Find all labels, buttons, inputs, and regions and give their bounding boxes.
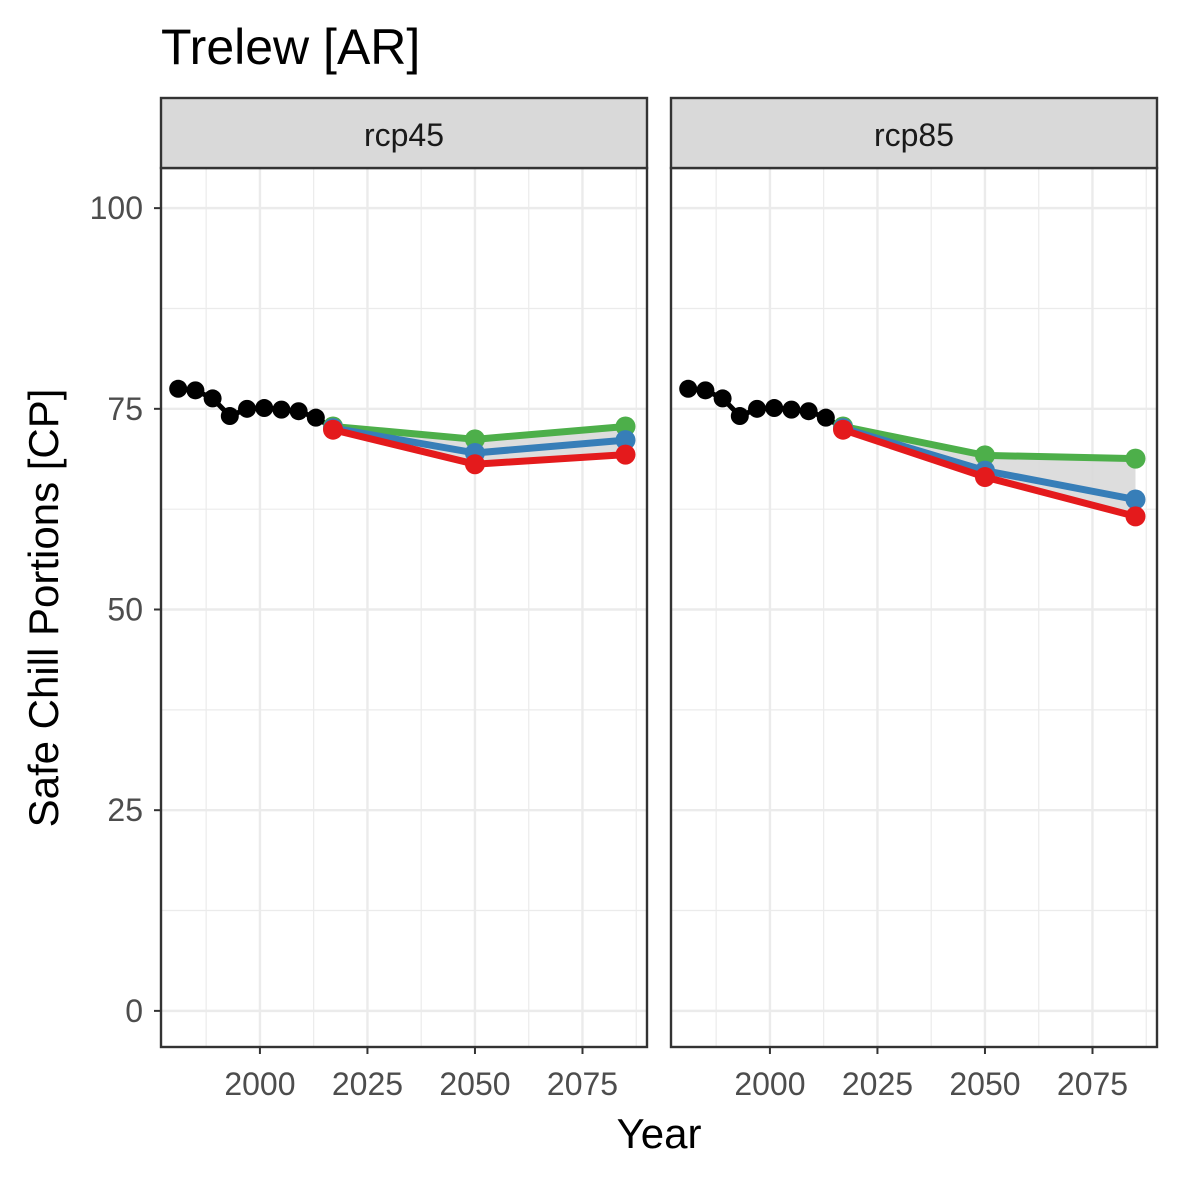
y-tick-label: 0	[125, 993, 143, 1029]
historic-point	[203, 389, 222, 408]
future-point-low	[615, 444, 636, 465]
future-point-low	[974, 467, 995, 488]
y-tick-label: 75	[107, 391, 143, 427]
chart-title: Trelew [AR]	[161, 19, 420, 75]
historic-point	[186, 381, 205, 400]
future-point-low	[323, 419, 344, 440]
facet-strip-label: rcp45	[364, 117, 444, 153]
future-point-high	[974, 445, 995, 466]
facet-panels: rcp45 2000 2025 2050 2075 rcp85 2000 2025 2050 20…	[159, 96, 1159, 1102]
historic-point	[730, 407, 749, 426]
future-point-mid	[1125, 489, 1146, 510]
historic-point	[696, 381, 715, 400]
x-tick-label: 2000	[734, 1066, 805, 1102]
panel-rcp85: rcp85 2000 2025 2050 2075	[669, 96, 1159, 1102]
historic-point	[220, 407, 239, 426]
x-tick-label: 2050	[439, 1066, 510, 1102]
historic-point	[169, 379, 188, 398]
future-point-low	[1125, 506, 1146, 527]
x-tick-label: 2075	[547, 1066, 618, 1102]
historic-point	[765, 399, 784, 418]
x-axis-title: Year	[617, 1110, 702, 1157]
panel-rcp45: rcp45 2000 2025 2050 2075	[159, 96, 649, 1102]
y-tick-label: 50	[107, 592, 143, 628]
historic-point	[289, 402, 308, 421]
historic-point	[748, 399, 767, 418]
historic-point	[679, 379, 698, 398]
y-axis-title: Safe Chill Portions [CP]	[20, 389, 67, 828]
historic-point	[782, 400, 801, 419]
historic-point	[816, 408, 835, 427]
historic-point	[799, 402, 818, 421]
x-tick-label: 2075	[1057, 1066, 1128, 1102]
future-point-mid	[615, 430, 636, 451]
facet-strip	[669, 96, 1159, 170]
panel-background	[671, 168, 1157, 1047]
facet-strip	[159, 96, 649, 170]
future-point-low	[833, 419, 854, 440]
future-point-low	[464, 454, 485, 475]
future-point-high	[1125, 448, 1146, 469]
y-tick-label: 100	[90, 190, 143, 226]
historic-point	[713, 389, 732, 408]
facet-strip-label: rcp85	[874, 117, 954, 153]
x-tick-label: 2025	[842, 1066, 913, 1102]
historic-point	[306, 408, 325, 427]
x-tick-label: 2000	[224, 1066, 295, 1102]
historic-point	[238, 399, 257, 418]
x-tick-label: 2050	[949, 1066, 1020, 1102]
historic-point	[272, 400, 291, 419]
y-axis: 0 25 50 75 100	[90, 190, 161, 1029]
historic-point	[255, 399, 274, 418]
y-tick-label: 25	[107, 792, 143, 828]
x-tick-label: 2025	[332, 1066, 403, 1102]
panel-background	[161, 168, 647, 1047]
